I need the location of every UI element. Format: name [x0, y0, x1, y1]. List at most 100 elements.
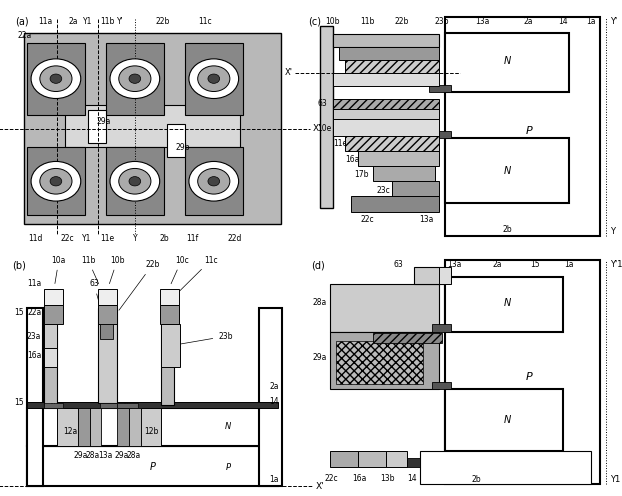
Text: 12a: 12a	[63, 427, 78, 436]
Bar	[161, 324, 180, 367]
Text: 28a: 28a	[85, 450, 100, 460]
Bar	[167, 124, 185, 157]
Text: 11d: 11d	[28, 234, 43, 243]
Circle shape	[40, 66, 72, 91]
Bar	[27, 402, 278, 408]
Text: 11e: 11e	[333, 139, 347, 148]
Text: 11b: 11b	[360, 17, 374, 26]
Bar	[445, 17, 600, 236]
Text: 22b: 22b	[156, 17, 170, 26]
Text: 22a: 22a	[18, 31, 32, 40]
Text: 23b: 23b	[173, 332, 233, 345]
Text: 29a: 29a	[114, 450, 129, 460]
Bar	[345, 60, 439, 73]
Bar	[373, 166, 435, 181]
Text: 13a: 13a	[419, 215, 434, 224]
Bar	[392, 181, 439, 196]
Text: 22c: 22c	[361, 215, 374, 224]
Text: X': X'	[313, 124, 322, 133]
Text: Y'1: Y'1	[610, 260, 622, 269]
Bar	[185, 43, 243, 115]
Text: 10b: 10b	[325, 17, 340, 26]
Text: 14: 14	[269, 397, 279, 406]
Text: P+: P+	[438, 325, 445, 330]
Text: 11b: 11b	[100, 17, 114, 26]
Circle shape	[208, 177, 220, 186]
Bar	[57, 408, 78, 446]
Circle shape	[198, 169, 230, 194]
Bar	[27, 408, 278, 446]
Bar	[98, 306, 118, 324]
Bar	[88, 110, 106, 143]
Bar	[27, 43, 85, 115]
Bar	[98, 289, 118, 306]
Bar	[78, 408, 90, 446]
Bar	[339, 47, 439, 60]
Bar	[420, 450, 591, 484]
Bar	[386, 450, 407, 467]
Circle shape	[110, 162, 160, 201]
Bar	[118, 408, 129, 446]
Text: (a): (a)	[15, 17, 29, 27]
Circle shape	[31, 59, 81, 99]
Text: 2a: 2a	[493, 260, 503, 269]
Text: P+: P+	[437, 132, 443, 137]
Text: X': X'	[316, 482, 325, 491]
Text: 10c: 10c	[171, 255, 188, 284]
Bar	[129, 408, 141, 446]
Text: 13a: 13a	[98, 450, 113, 460]
Circle shape	[40, 169, 72, 194]
Text: 1a: 1a	[586, 17, 596, 26]
Text: (c): (c)	[308, 17, 321, 27]
Circle shape	[31, 162, 81, 201]
Text: (d): (d)	[311, 260, 325, 270]
Text: P: P	[226, 463, 231, 472]
Text: 14: 14	[407, 474, 417, 484]
Text: 2b: 2b	[471, 475, 481, 484]
Text: 63: 63	[89, 279, 106, 329]
Text: 23c: 23c	[376, 186, 390, 194]
Text: P: P	[149, 462, 156, 472]
Bar	[160, 306, 179, 324]
Text: 63: 63	[393, 260, 403, 269]
Bar	[160, 289, 179, 306]
Bar	[414, 267, 445, 284]
Text: 29a: 29a	[312, 353, 327, 362]
Text: N: N	[225, 422, 231, 431]
Text: Y1: Y1	[610, 475, 620, 484]
Text: 1a: 1a	[269, 475, 279, 484]
Text: N: N	[503, 415, 511, 425]
Bar	[118, 403, 138, 408]
Bar	[333, 99, 439, 109]
Bar	[333, 120, 439, 136]
Bar	[373, 333, 442, 343]
Bar	[106, 43, 164, 115]
Bar	[445, 389, 563, 450]
Text: N+: N+	[123, 403, 132, 408]
Bar	[345, 136, 439, 151]
Text: 2a: 2a	[68, 17, 78, 26]
Circle shape	[198, 66, 230, 91]
Bar	[445, 138, 569, 203]
Text: 22c: 22c	[61, 234, 75, 243]
Text: 13a: 13a	[475, 17, 490, 26]
Text: 10b: 10b	[109, 255, 124, 284]
Bar	[407, 458, 420, 467]
Text: 22b: 22b	[394, 17, 409, 26]
Text: 11e: 11e	[100, 234, 114, 243]
Text: 15: 15	[14, 398, 24, 407]
Bar	[24, 33, 281, 224]
Text: 2a: 2a	[524, 17, 534, 26]
Bar	[44, 348, 57, 367]
Circle shape	[119, 66, 151, 91]
Circle shape	[50, 177, 62, 186]
Circle shape	[208, 74, 220, 83]
Text: (b): (b)	[12, 260, 26, 270]
Text: 15: 15	[14, 308, 24, 317]
Text: 22c: 22c	[325, 474, 338, 484]
Text: 22d: 22d	[227, 234, 241, 243]
Text: 13b: 13b	[380, 474, 394, 484]
Bar	[358, 450, 386, 467]
Bar	[320, 26, 333, 208]
Text: P+: P+	[438, 382, 445, 387]
